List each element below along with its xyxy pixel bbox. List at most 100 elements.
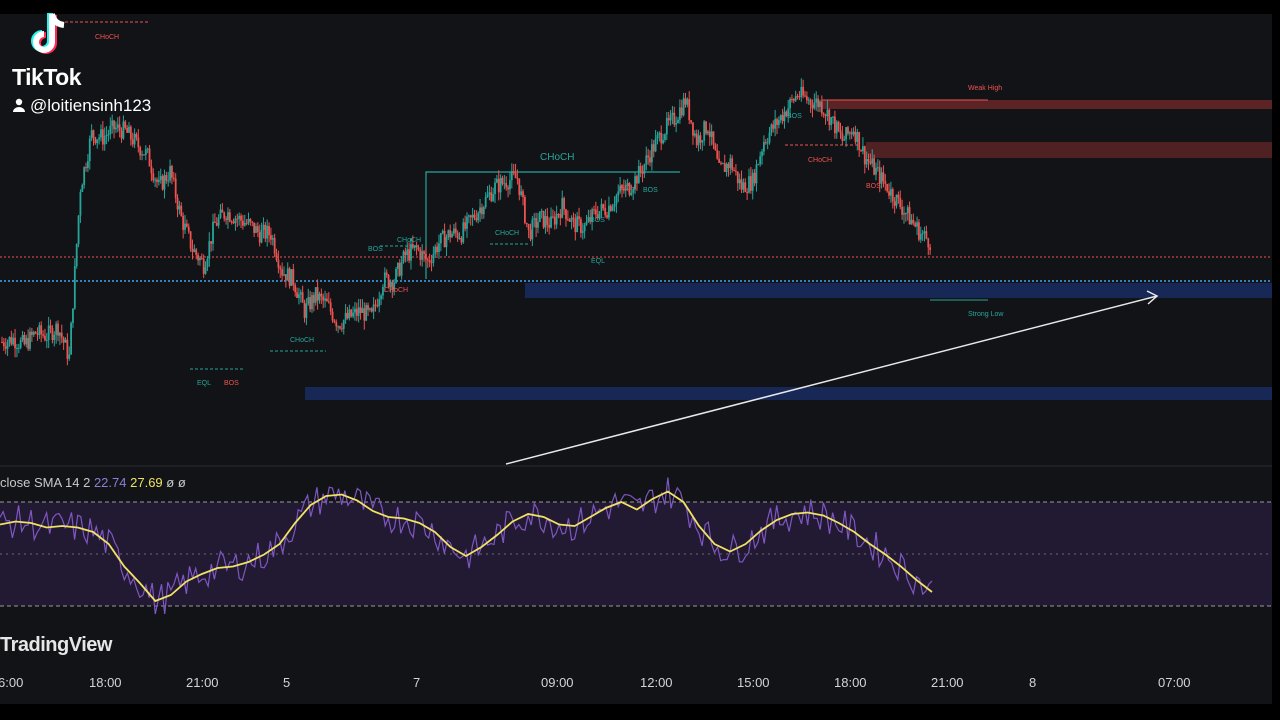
candle-body[interactable]	[301, 292, 304, 303]
candle-body[interactable]	[550, 216, 552, 228]
time-axis[interactable]: 6:00 18:00 21:00 5 7 09:00 12:00 15:00 18:00 21:0…	[0, 675, 1191, 690]
candle-body[interactable]	[260, 229, 263, 243]
candle-body[interactable]	[90, 130, 93, 139]
candle-body[interactable]	[705, 121, 707, 134]
candle-body[interactable]	[176, 197, 179, 210]
candle-body[interactable]	[408, 249, 411, 261]
candle-body[interactable]	[749, 176, 752, 191]
candle-body[interactable]	[678, 107, 681, 120]
candle-body[interactable]	[904, 213, 907, 215]
candle-body[interactable]	[96, 139, 99, 144]
candle-body[interactable]	[914, 223, 917, 227]
candle-body[interactable]	[776, 119, 778, 125]
candle-body[interactable]	[658, 132, 661, 135]
candle-body[interactable]	[858, 132, 861, 151]
candle-body[interactable]	[662, 139, 664, 144]
candle-body[interactable]	[863, 146, 866, 165]
candle-body[interactable]	[906, 207, 909, 214]
candle-body[interactable]	[667, 118, 670, 121]
candle-body[interactable]	[85, 167, 87, 169]
candle-body[interactable]	[113, 120, 115, 130]
candle-body[interactable]	[299, 292, 302, 295]
candle-body[interactable]	[425, 253, 427, 260]
candle-body[interactable]	[553, 216, 556, 225]
candle-body[interactable]	[486, 194, 489, 198]
candle-body[interactable]	[270, 235, 272, 240]
candle-body[interactable]	[835, 121, 838, 134]
candle-body[interactable]	[572, 217, 575, 219]
candle-body[interactable]	[929, 247, 932, 251]
candle-body[interactable]	[163, 175, 166, 190]
candle-body[interactable]	[791, 99, 793, 101]
candle-body[interactable]	[53, 334, 56, 341]
candle-body[interactable]	[72, 308, 74, 323]
candle-body[interactable]	[697, 135, 700, 146]
candle-body[interactable]	[148, 148, 151, 167]
candle-body[interactable]	[843, 139, 846, 141]
candle-body[interactable]	[189, 231, 192, 249]
candle-body[interactable]	[29, 331, 31, 349]
candles-group[interactable]	[1, 78, 932, 366]
candle-body[interactable]	[593, 209, 595, 211]
candle-body[interactable]	[344, 312, 347, 321]
candle-body[interactable]	[895, 194, 898, 206]
candle-body[interactable]	[387, 275, 390, 288]
candle-body[interactable]	[650, 144, 653, 163]
candle-body[interactable]	[58, 332, 61, 336]
candle-body[interactable]	[789, 99, 791, 109]
candle-body[interactable]	[391, 281, 394, 290]
candle-body[interactable]	[193, 249, 196, 252]
candle-body[interactable]	[919, 233, 922, 240]
candle-body[interactable]	[811, 104, 814, 109]
candle-body[interactable]	[523, 196, 526, 223]
candle-body[interactable]	[60, 332, 63, 338]
candle-body[interactable]	[574, 218, 577, 233]
candle-body[interactable]	[565, 209, 567, 220]
candle-body[interactable]	[432, 253, 435, 263]
candle-body[interactable]	[242, 220, 244, 226]
candle-body[interactable]	[133, 133, 136, 145]
candle-body[interactable]	[277, 259, 280, 268]
candle-body[interactable]	[682, 98, 685, 116]
candle-body[interactable]	[839, 130, 842, 134]
candle-body[interactable]	[578, 216, 580, 220]
candle-body[interactable]	[721, 163, 724, 165]
candle-body[interactable]	[128, 126, 130, 133]
candle-body[interactable]	[615, 195, 618, 205]
candle-body[interactable]	[169, 166, 171, 181]
candle-body[interactable]	[421, 251, 424, 260]
candle-body[interactable]	[368, 308, 371, 310]
candle-body[interactable]	[654, 138, 657, 152]
candle-body[interactable]	[144, 149, 147, 156]
candle-body[interactable]	[602, 204, 605, 209]
candle-body[interactable]	[535, 218, 537, 228]
candle-body[interactable]	[339, 326, 341, 329]
candle-body[interactable]	[606, 215, 608, 218]
candle-body[interactable]	[510, 171, 513, 181]
candle-body[interactable]	[781, 115, 784, 122]
candle-body[interactable]	[727, 163, 730, 169]
candle-body[interactable]	[596, 214, 599, 219]
candle-body[interactable]	[890, 189, 892, 196]
candle-body[interactable]	[150, 166, 153, 174]
candle-body[interactable]	[346, 312, 349, 319]
candle-body[interactable]	[854, 131, 857, 142]
candle-body[interactable]	[777, 120, 780, 125]
candle-body[interactable]	[673, 112, 676, 125]
candle-body[interactable]	[482, 207, 485, 215]
candle-body[interactable]	[908, 207, 911, 225]
candle-body[interactable]	[382, 287, 384, 296]
candle-body[interactable]	[645, 155, 648, 165]
candle-body[interactable]	[718, 158, 721, 163]
candle-body[interactable]	[135, 133, 138, 138]
rsi-sma-line[interactable]	[0, 490, 933, 603]
candle-body[interactable]	[303, 302, 306, 318]
candle-body[interactable]	[32, 331, 35, 335]
candle-body[interactable]	[608, 205, 610, 218]
candle-body[interactable]	[98, 137, 101, 140]
candle-body[interactable]	[824, 114, 827, 117]
candle-body[interactable]	[583, 224, 586, 232]
candle-body[interactable]	[439, 233, 442, 244]
candle-body[interactable]	[23, 335, 26, 345]
candle-body[interactable]	[770, 124, 773, 133]
